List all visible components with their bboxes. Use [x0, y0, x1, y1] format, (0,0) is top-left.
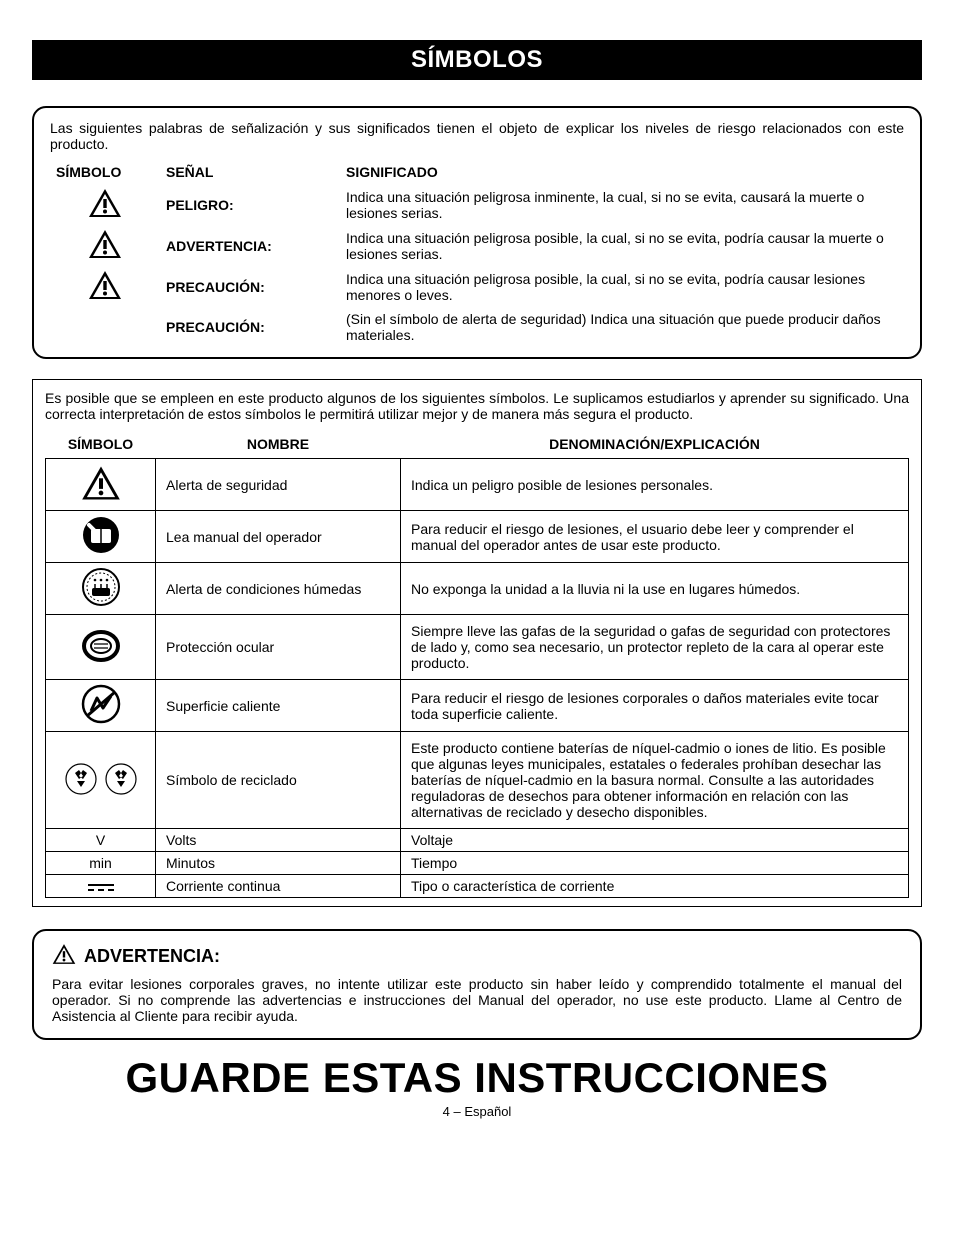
signal-row: PRECAUCIÓN:(Sin el símbolo de alerta de …: [50, 307, 904, 347]
warning-title-row: ADVERTENCIA:: [52, 943, 902, 970]
recycle-icon: [59, 759, 143, 799]
signal-icon-cell: [50, 307, 160, 347]
symbol-row: Alerta de seguridadIndica un peligro pos…: [46, 459, 909, 511]
symbol-name: Símbolo de reciclado: [156, 732, 401, 829]
warning-icon: [52, 943, 76, 970]
wet-conditions-icon: [81, 567, 121, 607]
signal-meaning: (Sin el símbolo de alerta de seguridad) …: [340, 307, 904, 347]
warning-title-text: ADVERTENCIA:: [84, 946, 220, 967]
th-symbol: SÍMBOLO: [50, 160, 160, 184]
symbol-icon-cell: min: [46, 852, 156, 875]
symbol-description: No exponga la unidad a la lluvia ni la u…: [401, 563, 909, 615]
symbol-icon-cell: [46, 615, 156, 680]
symbol-row: min MinutosTiempo: [46, 852, 909, 875]
symbol-description: Tipo o característica de corriente: [401, 875, 909, 898]
signal-icon-cell: [50, 266, 160, 307]
symbol-icon-cell: [46, 875, 156, 898]
warning-box: ADVERTENCIA: Para evitar lesiones corpor…: [32, 929, 922, 1040]
symbol-name: Minutos: [156, 852, 401, 875]
warning-body: Para evitar lesiones corporales graves, …: [52, 976, 902, 1024]
signal-word: PRECAUCIÓN:: [160, 307, 340, 347]
hot-surface-icon: [81, 684, 121, 724]
symbol-description: Para reducir el riesgo de lesiones, el u…: [401, 511, 909, 563]
signal-row: ADVERTENCIA:Indica una situación peligro…: [50, 225, 904, 266]
th-symbol2: SÍMBOLO: [46, 430, 156, 459]
symbol-icon-cell: [46, 732, 156, 829]
signal-icon-cell: [50, 225, 160, 266]
signal-table: SÍMBOLO SEÑAL SIGNIFICADO PELIGRO:Indica…: [50, 160, 904, 347]
symbol-description: Este producto contiene baterías de níque…: [401, 732, 909, 829]
symbol-name: Alerta de seguridad: [156, 459, 401, 511]
alert-triangle-icon: [88, 188, 122, 218]
symbol-description: Voltaje: [401, 829, 909, 852]
text-symbol: min: [89, 855, 112, 871]
signal-intro: Las siguientes palabras de señalización …: [50, 120, 904, 152]
symbol-name: Corriente continua: [156, 875, 401, 898]
symbol-icon-cell: [46, 511, 156, 563]
alert-triangle-icon: [81, 463, 121, 503]
symbols-table-box: Es posible que se empleen en este produc…: [32, 379, 922, 907]
alert-triangle-icon: [88, 270, 122, 300]
symbol-name: Alerta de condiciones húmedas: [156, 563, 401, 615]
th-meaning: SIGNIFICADO: [340, 160, 904, 184]
symbol-name: Lea manual del operador: [156, 511, 401, 563]
symbols-table: SÍMBOLO NOMBRE DENOMINACIÓN/EXPLICACIÓN …: [45, 430, 909, 898]
symbol-icon-cell: [46, 459, 156, 511]
symbol-row: Símbolo de recicladoEste producto contie…: [46, 732, 909, 829]
th-signal: SEÑAL: [160, 160, 340, 184]
symbol-row: Lea manual del operadorPara reducir el r…: [46, 511, 909, 563]
symbol-description: Tiempo: [401, 852, 909, 875]
read-manual-icon: [81, 515, 121, 555]
symbol-icon-cell: [46, 563, 156, 615]
th-desc: DENOMINACIÓN/EXPLICACIÓN: [401, 430, 909, 459]
symbol-icon-cell: V: [46, 829, 156, 852]
symbol-icon-cell: [46, 680, 156, 732]
symbol-description: Siempre lleve las gafas de la seguridad …: [401, 615, 909, 680]
eye-protection-icon: [81, 626, 121, 666]
page-header: SÍMBOLOS: [32, 40, 922, 80]
signal-row: PRECAUCIÓN:Indica una situación peligros…: [50, 266, 904, 307]
dc-current-icon: [88, 884, 114, 891]
symbol-row: Corriente continuaTipo o característica …: [46, 875, 909, 898]
symbol-name: Superficie caliente: [156, 680, 401, 732]
symbol-row: Protección ocularSiempre lleve las gafas…: [46, 615, 909, 680]
symbols-intro: Es posible que se empleen en este produc…: [45, 390, 909, 422]
symbol-row: V VoltsVoltaje: [46, 829, 909, 852]
signal-icon-cell: [50, 184, 160, 225]
signal-meaning: Indica una situación peligrosa inminente…: [340, 184, 904, 225]
symbol-row: Alerta de condiciones húmedasNo exponga …: [46, 563, 909, 615]
symbol-description: Indica un peligro posible de lesiones pe…: [401, 459, 909, 511]
th-name: NOMBRE: [156, 430, 401, 459]
signal-meaning: Indica una situación peligrosa posible, …: [340, 225, 904, 266]
symbol-row: Superficie calientePara reducir el riesg…: [46, 680, 909, 732]
signal-word: PRECAUCIÓN:: [160, 266, 340, 307]
save-instructions: GUARDE ESTAS INSTRUCCIONES: [32, 1054, 922, 1102]
symbol-description: Para reducir el riesgo de lesiones corpo…: [401, 680, 909, 732]
symbol-name: Volts: [156, 829, 401, 852]
signal-row: PELIGRO:Indica una situación peligrosa i…: [50, 184, 904, 225]
page-number: 4 – Español: [32, 1104, 922, 1119]
text-symbol: V: [96, 832, 105, 848]
alert-triangle-icon: [88, 229, 122, 259]
signal-meaning: Indica una situación peligrosa posible, …: [340, 266, 904, 307]
signal-word: ADVERTENCIA:: [160, 225, 340, 266]
symbol-name: Protección ocular: [156, 615, 401, 680]
page-header-title: SÍMBOLOS: [411, 46, 543, 73]
signal-words-box: Las siguientes palabras de señalización …: [32, 106, 922, 359]
signal-word: PELIGRO:: [160, 184, 340, 225]
